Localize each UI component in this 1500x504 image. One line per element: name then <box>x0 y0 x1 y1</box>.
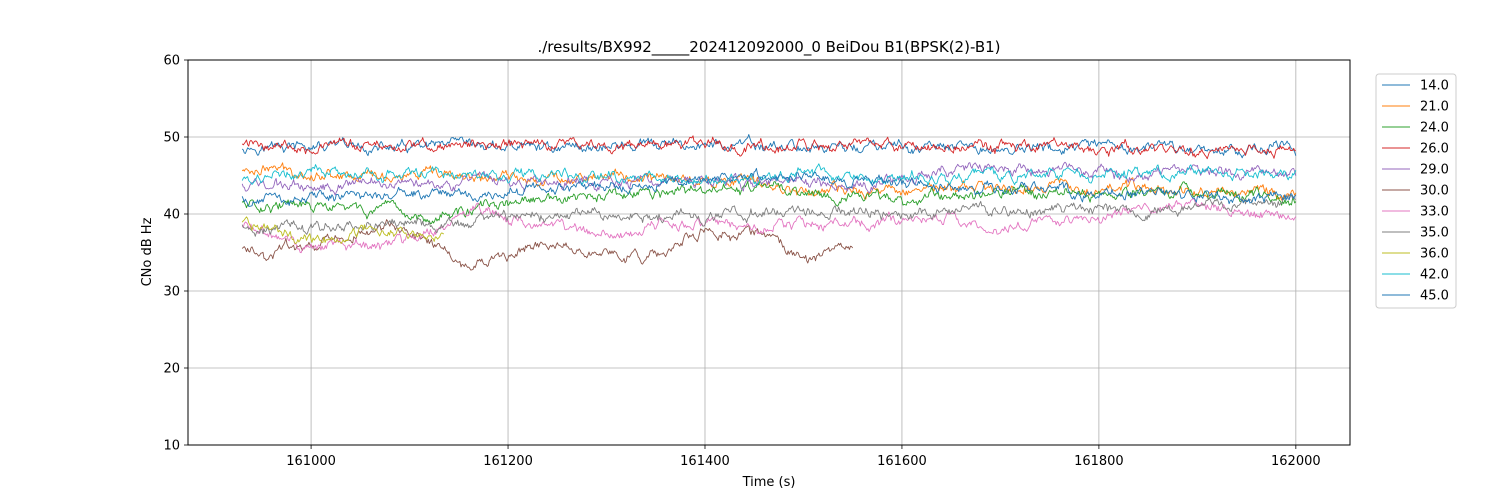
y-tick-label: 40 <box>163 208 180 223</box>
series-line-33.0 <box>241 197 1297 254</box>
y-tick-label: 10 <box>163 439 180 454</box>
series-line-21.0 <box>241 162 1297 201</box>
legend-label: 24.0 <box>1420 121 1449 136</box>
axis-ticks: 161000 161200 161400 161600 161800 162000 10 20… <box>163 54 1320 470</box>
x-tick-label: 162000 <box>1271 454 1321 469</box>
series-line-24.0 <box>241 180 1297 225</box>
y-tick-label: 30 <box>163 285 180 300</box>
series-line-30.0 <box>241 219 854 271</box>
series-line-26.0 <box>241 135 1296 160</box>
series-line-14.0 <box>241 134 1297 159</box>
legend: 14.0 21.0 24.0 26.0 29.0 30.0 33.0 35.0 36.0 42.0… <box>1375 73 1457 309</box>
legend-box <box>1375 73 1457 309</box>
series-line-42.0 <box>241 163 1297 186</box>
grid-lines <box>188 59 1350 446</box>
legend-label: 45.0 <box>1420 289 1449 304</box>
legend-label: 30.0 <box>1420 184 1449 199</box>
x-tick-label: 161000 <box>286 454 336 469</box>
x-tick-label: 161400 <box>680 454 730 469</box>
y-tick-label: 60 <box>163 54 180 69</box>
x-axis-label: Time (s) <box>742 475 796 490</box>
chart-title: ./results/BX992_____202412092000_0 BeiDo… <box>537 38 1000 57</box>
legend-label: 36.0 <box>1420 247 1449 262</box>
legend-label: 26.0 <box>1420 142 1449 157</box>
legend-label: 29.0 <box>1420 163 1449 178</box>
series-line-35.0 <box>241 194 1296 237</box>
x-tick-label: 161200 <box>483 454 533 469</box>
legend-label: 21.0 <box>1420 100 1449 115</box>
legend-label: 14.0 <box>1420 79 1449 94</box>
series-line-45.0 <box>241 167 1297 207</box>
legend-label: 33.0 <box>1420 205 1449 220</box>
y-tick-label: 50 <box>163 131 180 146</box>
plot-frame <box>187 59 1351 446</box>
x-tick-label: 161600 <box>877 454 927 469</box>
series-lines <box>241 134 1297 271</box>
y-tick-label: 20 <box>163 362 180 377</box>
legend-label: 35.0 <box>1420 226 1449 241</box>
series-line-36.0 <box>241 216 445 245</box>
y-axis-label: CNo dB Hz <box>140 217 155 286</box>
legend-label: 42.0 <box>1420 268 1449 283</box>
x-tick-label: 161800 <box>1074 454 1124 469</box>
